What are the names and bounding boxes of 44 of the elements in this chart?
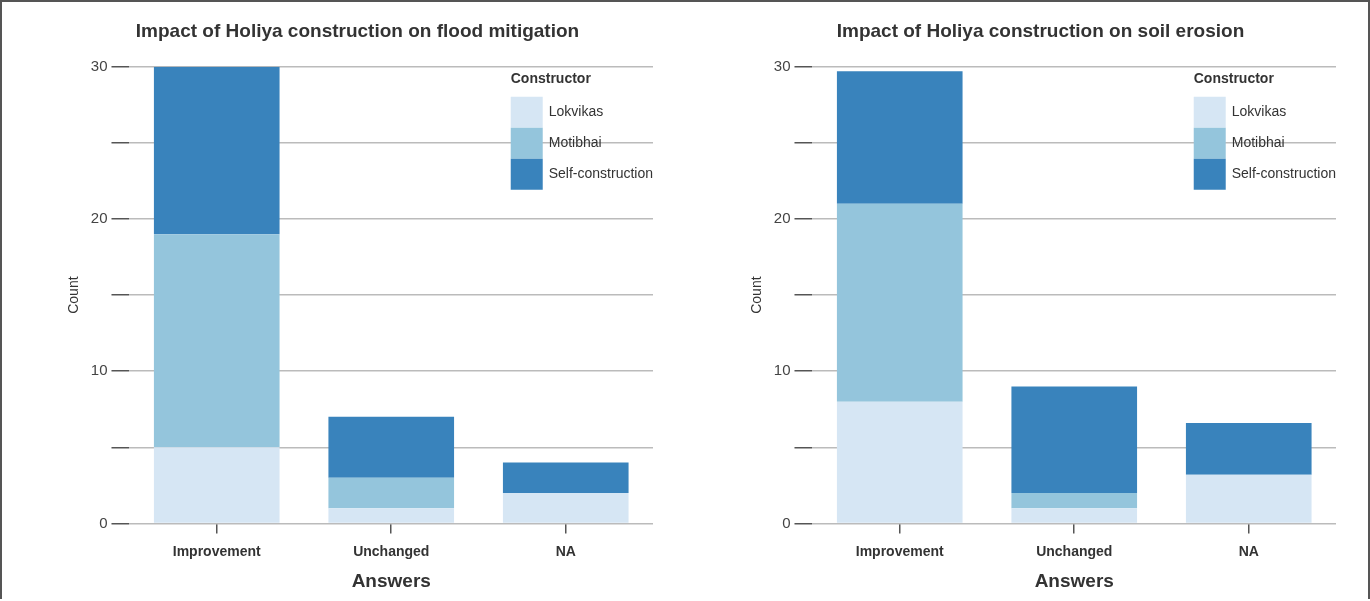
y-tick-label: 10 <box>773 361 791 379</box>
y-tick-label: 0 <box>99 513 108 531</box>
y-tick-label: 30 <box>90 56 108 74</box>
chart-title: Impact of Holiya construction on soil erosion <box>836 19 1245 41</box>
legend-label: Motibhai <box>1231 134 1285 151</box>
y-axis-title: Count <box>748 276 765 314</box>
x-tick-label: Unchanged <box>1036 542 1113 559</box>
y-tick-label: 30 <box>773 56 791 74</box>
bar <box>153 447 280 523</box>
bar <box>1011 492 1138 509</box>
x-tick-label: NA <box>1238 542 1259 559</box>
x-axis-title: Answers <box>351 569 431 591</box>
bar <box>836 401 963 523</box>
legend-title: Constructor <box>510 69 592 86</box>
bar <box>836 71 963 204</box>
bar <box>502 492 629 523</box>
bar <box>328 477 455 509</box>
y-axis-title: Count <box>65 276 82 314</box>
legend-title: Constructor <box>1193 69 1275 86</box>
bar <box>328 508 455 523</box>
x-tick-label: NA <box>555 542 576 559</box>
bar <box>1185 474 1312 523</box>
y-tick-label: 10 <box>90 361 108 379</box>
legend-label: Self-construction <box>548 165 654 182</box>
bar <box>153 234 280 448</box>
bar <box>1011 386 1138 493</box>
bar <box>328 416 455 478</box>
x-axis-title: Answers <box>1034 569 1114 591</box>
legend-label: Motibhai <box>548 134 602 151</box>
bar <box>502 462 629 493</box>
x-tick-label: Improvement <box>855 542 945 559</box>
x-tick-label: Unchanged <box>353 542 430 559</box>
legend-label: Self-construction <box>1231 165 1337 182</box>
bar <box>1185 422 1312 475</box>
y-tick-label: 20 <box>773 209 791 227</box>
bar <box>1011 508 1138 523</box>
y-tick-label: 0 <box>782 513 791 531</box>
chart-title: Impact of Holiya construction on flood mitigation <box>135 19 580 41</box>
x-tick-label: Improvement <box>172 542 262 559</box>
bar <box>153 66 280 235</box>
legend-label: Lokvikas <box>548 103 604 120</box>
bar <box>836 203 963 402</box>
y-tick-label: 20 <box>90 209 108 227</box>
legend-label: Lokvikas <box>1231 103 1287 120</box>
